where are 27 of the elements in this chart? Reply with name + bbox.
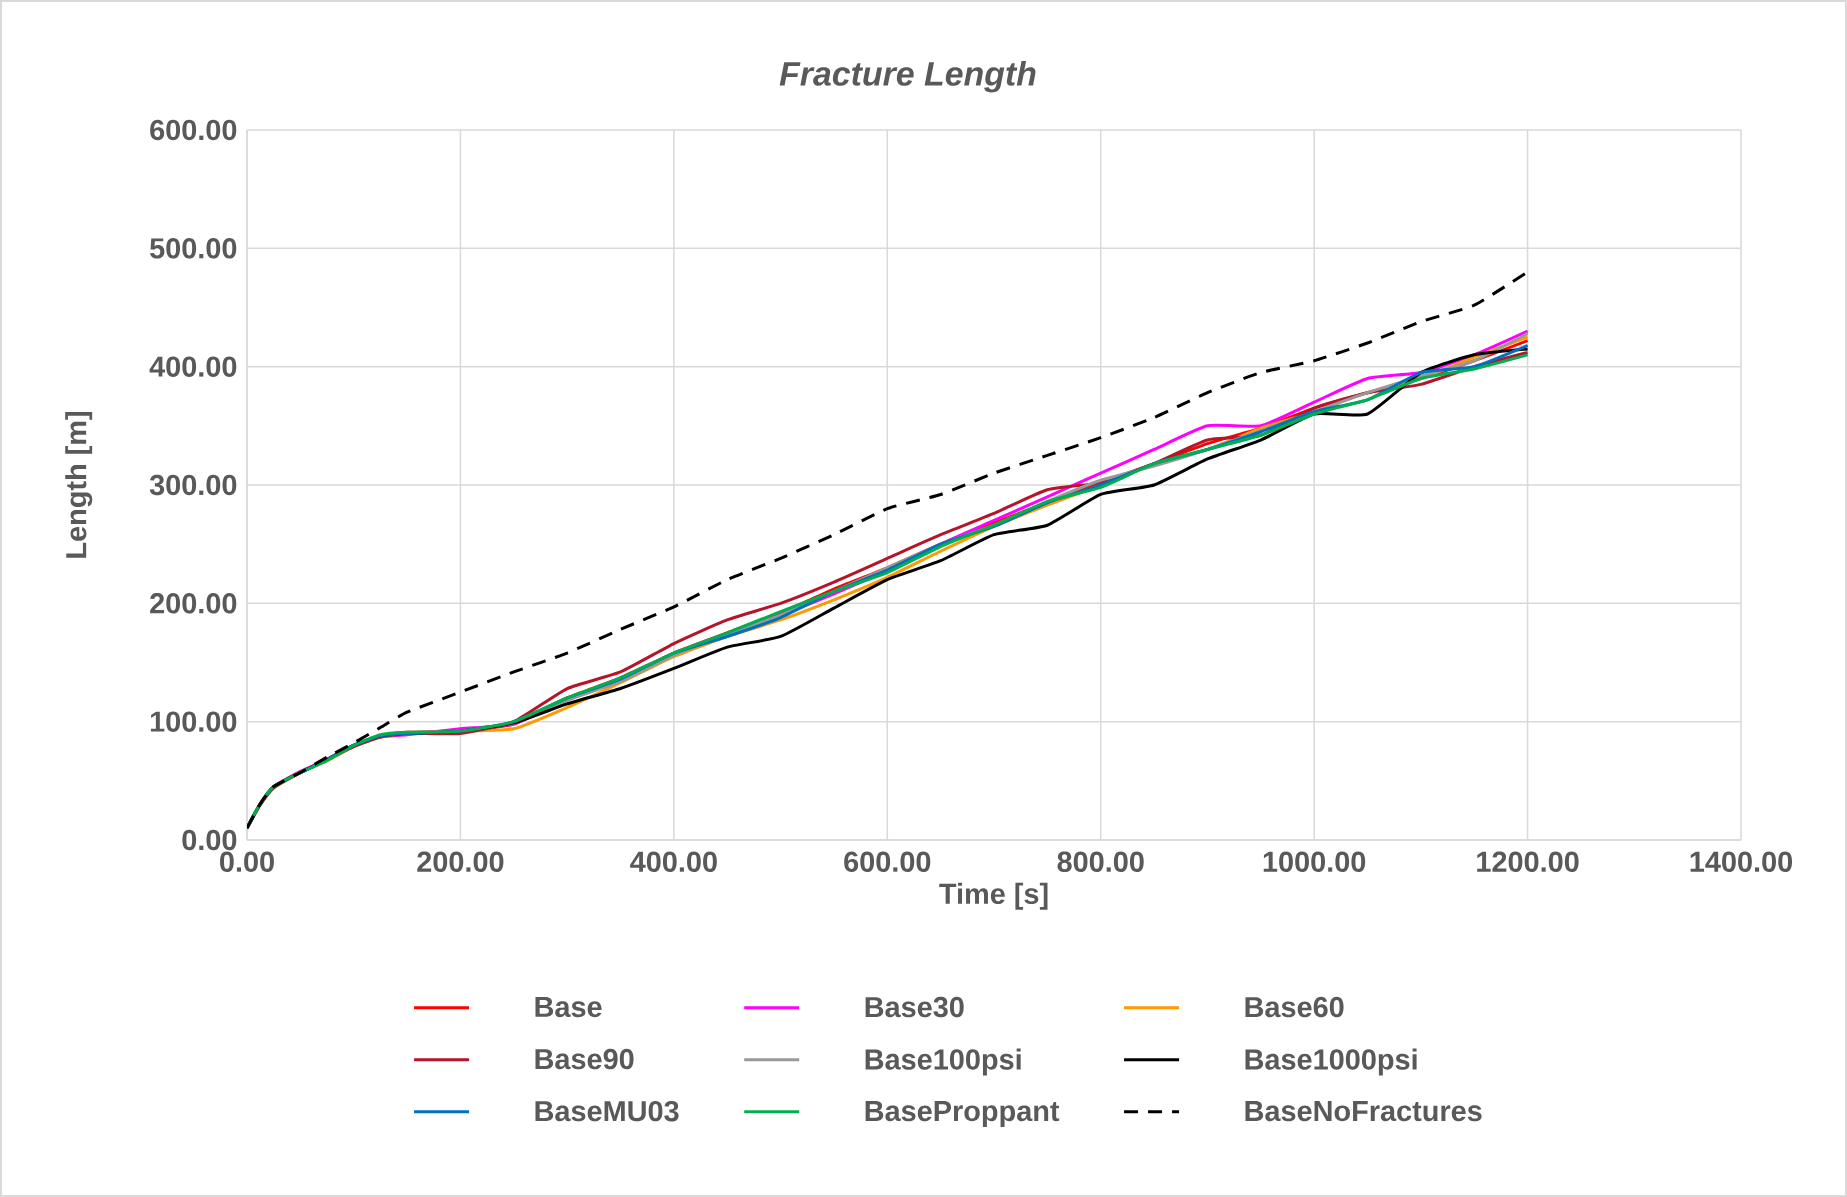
legend-label: BaseMU03 (535, 1100, 679, 1122)
x-tick-label: 0.00 (220, 851, 274, 872)
y-tick-label: 100.00 (150, 711, 237, 732)
x-tick-label: 1000.00 (1263, 851, 1366, 872)
x-tick-label: 400.00 (630, 851, 717, 872)
x-tick-label: 800.00 (1057, 851, 1144, 872)
y-tick-label: 500.00 (150, 238, 237, 259)
y-tick-label: 200.00 (150, 593, 237, 614)
legend-label: Base60 (1245, 996, 1344, 1018)
x-axis-title: Time [s] (939, 882, 1048, 910)
x-tick-label: 200.00 (417, 851, 504, 872)
legend-label: BaseNoFractures (1245, 1101, 1482, 1122)
y-tick-label: 0.00 (182, 829, 237, 851)
legend-label: Base1000psi (1245, 1048, 1417, 1076)
y-tick-label: 300.00 (149, 474, 237, 496)
x-tick-label: 1400.00 (1690, 851, 1793, 872)
y-tick-label: 600.00 (150, 119, 237, 141)
chart-title: Fracture Length (779, 60, 1036, 93)
y-tick-label: 400.00 (149, 356, 237, 377)
x-tick-label: 1200.00 (1477, 851, 1579, 872)
legend-label: Base90 (535, 1048, 634, 1070)
legend-label: Base100psi (865, 1048, 1021, 1076)
legend-label: Base30 (865, 996, 964, 1018)
x-tick-label: 600.00 (844, 851, 931, 872)
legend-label: BaseProppant (865, 1101, 1060, 1127)
legend-label: Base (535, 996, 602, 1018)
y-axis-title: Length [m] (65, 412, 93, 558)
